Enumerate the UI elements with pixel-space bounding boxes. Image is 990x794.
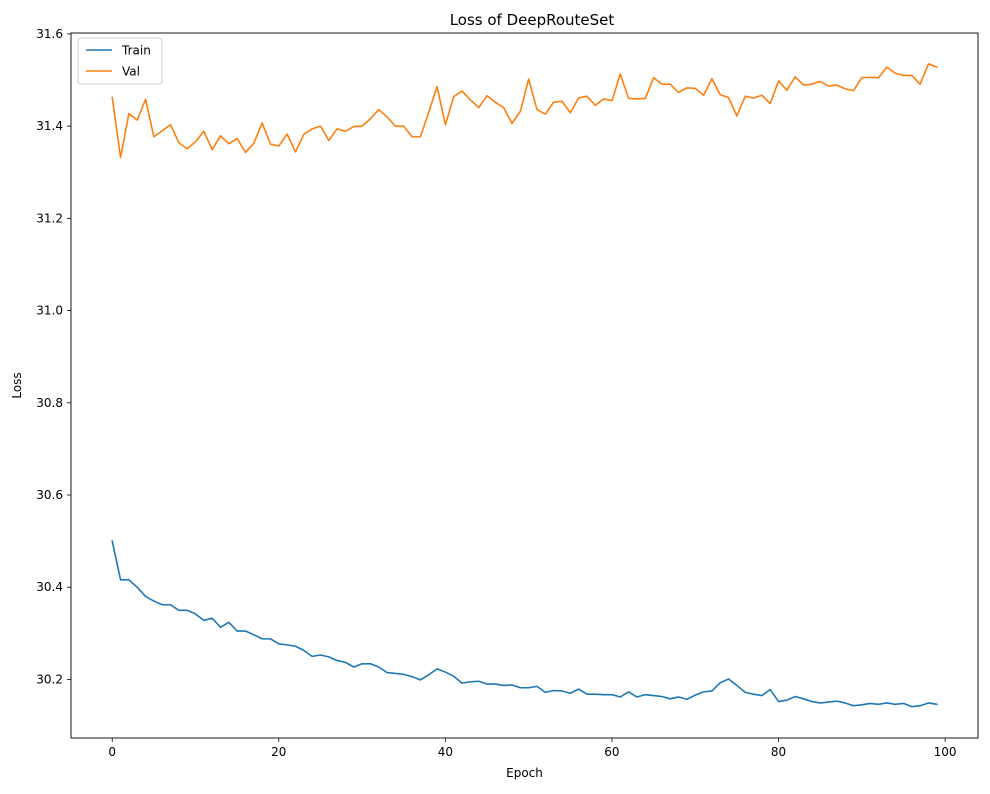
y-tick-label: 30.8 [36, 396, 63, 410]
legend-train-label: Train [121, 44, 151, 58]
y-tick-label: 31.0 [36, 304, 63, 318]
legend-val-label: Val [122, 65, 140, 79]
y-tick-label: 31.4 [36, 119, 63, 133]
axes-frame [70, 32, 979, 739]
series-line-train [111, 540, 938, 708]
axes-spines [70, 32, 979, 739]
plot-area [71, 33, 978, 738]
series-line-val [111, 63, 938, 159]
x-tick-label: 40 [438, 745, 453, 759]
x-tick-label: 0 [108, 745, 116, 759]
series-layer [111, 63, 938, 708]
y-tick-label: 31.2 [36, 211, 63, 225]
x-axis-label: Epoch [506, 766, 543, 780]
x-tick-label: 20 [271, 745, 286, 759]
y-tick-label: 30.4 [36, 580, 63, 594]
chart-title: Loss of DeepRouteSet [450, 11, 615, 29]
y-tick-label: 30.2 [36, 672, 63, 686]
legend: Train Val [77, 37, 163, 85]
y-tick-label: 31.6 [36, 27, 63, 41]
x-tick-label: 100 [934, 745, 957, 759]
x-tick-label: 60 [604, 745, 619, 759]
axes: 0 20 40 60 80 100 30.2 30.4 30.6 30.8 31.0 31.2 31.4… [36, 27, 978, 759]
y-axis-label: Loss [10, 372, 24, 398]
x-tick-label: 80 [771, 745, 786, 759]
y-tick-label: 30.6 [36, 488, 63, 502]
